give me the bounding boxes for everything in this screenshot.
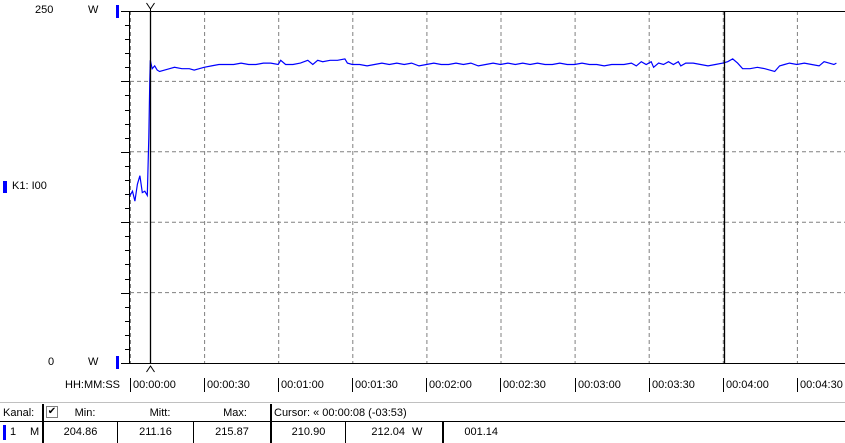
chart-plot-area[interactable] — [0, 0, 845, 400]
table-header-divider — [0, 421, 845, 422]
time-tick-label: 00:00:00 — [130, 378, 176, 392]
time-tick-label: 00:00:30 — [204, 378, 250, 392]
row-cursor2-value: 212.04 — [371, 426, 405, 438]
column-separator — [117, 422, 118, 443]
y-axis-unit-top: W — [88, 4, 99, 16]
cursor-top-handle-icon[interactable] — [146, 2, 155, 11]
time-tick-label: 00:02:30 — [500, 378, 546, 392]
table-top-border — [0, 402, 845, 403]
y-axis-max-label: 250 — [35, 4, 54, 16]
kanal-header: Kanal: — [3, 407, 35, 419]
column-separator — [42, 404, 44, 443]
min-header: Min: — [74, 407, 96, 419]
channel-color-marker[interactable] — [3, 181, 7, 193]
row-cursor-value: 210.90 — [291, 426, 326, 438]
y-axis-top-marker[interactable] — [116, 5, 119, 18]
row-cursor-diff: 001.14 — [464, 426, 498, 438]
row-unit: W — [412, 426, 423, 438]
cursor-header: Cursor: « 00:00:08 (-03:53) — [274, 407, 407, 419]
mitt-header: Mitt: — [149, 407, 171, 419]
time-format-label: HH:MM:SS — [65, 379, 120, 391]
row-channel-color-marker — [3, 425, 6, 440]
column-separator — [270, 404, 272, 443]
time-tick-label: 00:04:00 — [723, 378, 769, 392]
max-header: Max: — [223, 407, 247, 419]
time-tick-label: 00:03:30 — [649, 378, 695, 392]
cursor-bottom-handle-icon[interactable] — [146, 365, 155, 373]
channel-label: K1: I00 — [12, 180, 47, 192]
y-axis-min-label: 0 — [48, 356, 55, 368]
time-tick-label: 00:01:00 — [278, 378, 324, 392]
series-line — [129, 58, 837, 202]
column-separator — [345, 422, 346, 443]
time-tick-label: 00:02:00 — [426, 378, 472, 392]
time-tick-label: 00:01:30 — [352, 378, 398, 392]
row-max-value: 215.87 — [215, 426, 249, 438]
time-tick-label: 00:04:30 — [797, 378, 843, 392]
column-separator — [442, 422, 444, 443]
column-separator — [193, 422, 194, 443]
row-channel-number: 1 — [10, 426, 17, 438]
show-stats-checkbox[interactable]: ✔ — [46, 406, 58, 418]
time-tick-label: 00:03:00 — [575, 378, 621, 392]
y-axis-unit-bottom: W — [88, 356, 99, 368]
row-channel-mode: M — [30, 426, 40, 438]
y-axis-bottom-marker[interactable] — [116, 356, 119, 369]
row-mitt-value: 211.16 — [139, 426, 172, 438]
row-min-value: 204.86 — [63, 426, 98, 438]
